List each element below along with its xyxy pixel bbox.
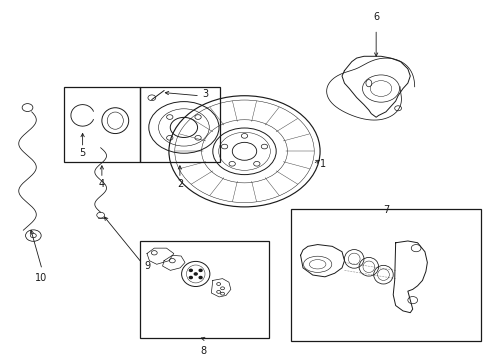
- Circle shape: [199, 269, 202, 271]
- Text: 6: 6: [372, 12, 378, 22]
- Circle shape: [199, 276, 202, 279]
- Bar: [140, 241, 268, 338]
- Text: 4: 4: [99, 179, 105, 189]
- Bar: [140, 87, 220, 162]
- Circle shape: [194, 273, 197, 275]
- Bar: [290, 209, 480, 341]
- Text: 5: 5: [80, 148, 85, 158]
- Text: 10: 10: [35, 273, 47, 283]
- Text: 8: 8: [200, 346, 206, 356]
- Bar: [64, 87, 140, 162]
- Text: 7: 7: [382, 205, 388, 215]
- Text: 3: 3: [202, 89, 208, 99]
- Circle shape: [189, 276, 192, 279]
- Circle shape: [189, 269, 192, 271]
- Text: 2: 2: [176, 179, 183, 189]
- Text: 1: 1: [320, 159, 325, 169]
- Text: 9: 9: [143, 261, 150, 271]
